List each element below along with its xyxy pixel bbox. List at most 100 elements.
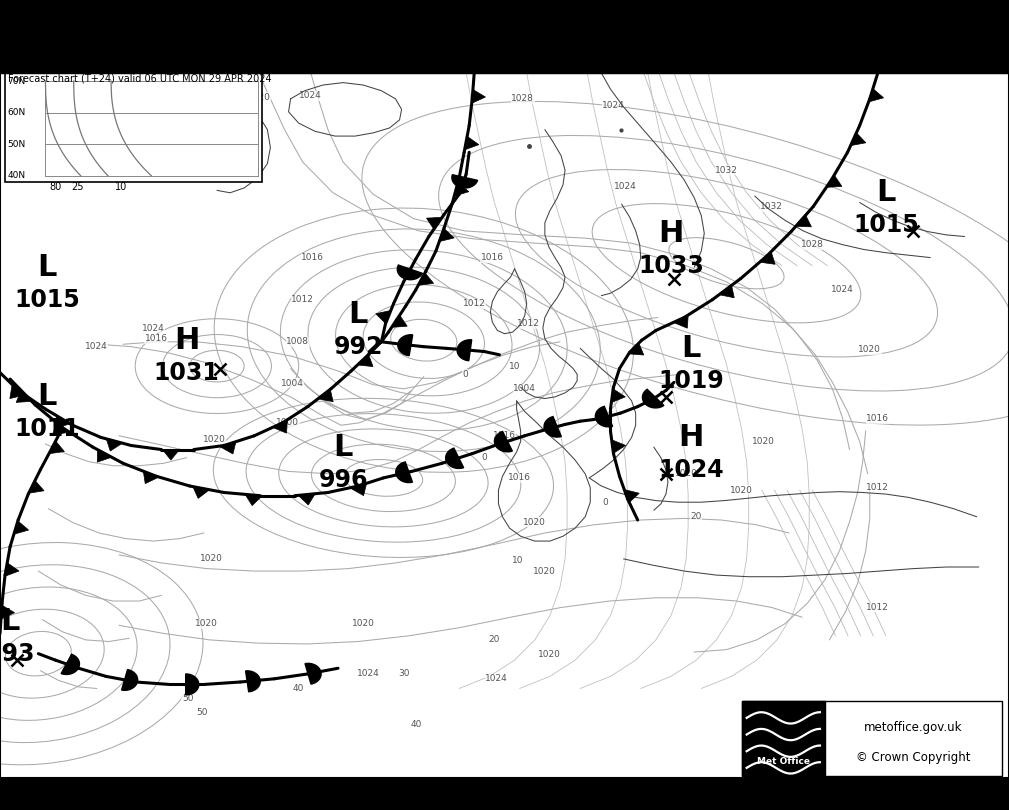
Text: 1004: 1004 [282, 378, 304, 388]
Text: 1016: 1016 [493, 431, 516, 441]
Polygon shape [719, 285, 735, 298]
Text: H: H [678, 423, 704, 452]
Text: 1020: 1020 [534, 566, 556, 576]
Text: 0: 0 [462, 369, 468, 379]
Text: 1020: 1020 [248, 92, 270, 102]
Polygon shape [625, 489, 640, 503]
Polygon shape [272, 420, 288, 433]
Text: 1012: 1012 [292, 295, 314, 305]
Text: 1020: 1020 [524, 518, 546, 527]
Polygon shape [162, 450, 180, 460]
Text: 1020: 1020 [203, 434, 225, 444]
Polygon shape [391, 315, 408, 327]
Text: 10: 10 [512, 556, 524, 565]
Text: 1024: 1024 [614, 181, 637, 191]
Text: Geostrophic wind scale: Geostrophic wind scale [52, 45, 215, 58]
Polygon shape [375, 310, 390, 323]
Bar [0, 73, 1009, 778]
Text: H: H [658, 219, 684, 248]
Polygon shape [611, 440, 626, 454]
Polygon shape [14, 521, 28, 535]
Text: 1000: 1000 [276, 418, 299, 428]
Text: 1032: 1032 [761, 202, 783, 211]
Polygon shape [245, 494, 262, 505]
Text: 992: 992 [334, 335, 382, 359]
Text: H: H [174, 326, 200, 355]
Bar [742, 701, 1002, 776]
Polygon shape [611, 389, 626, 403]
Polygon shape [439, 228, 454, 241]
Text: 40: 40 [45, 65, 58, 75]
Text: 1024: 1024 [831, 285, 854, 295]
Text: 40: 40 [293, 684, 305, 693]
Polygon shape [452, 175, 477, 188]
Bar [0, 0, 1009, 73]
Polygon shape [351, 484, 366, 496]
Text: 1020: 1020 [352, 619, 374, 629]
Text: 20: 20 [690, 512, 702, 522]
Text: 1020: 1020 [538, 650, 560, 659]
Text: 80: 80 [49, 182, 62, 192]
Polygon shape [398, 335, 413, 356]
Polygon shape [869, 88, 884, 102]
Text: 50: 50 [182, 693, 194, 703]
Text: 1020: 1020 [731, 485, 753, 495]
Text: 1020: 1020 [675, 469, 697, 479]
Text: 1012: 1012 [518, 319, 540, 329]
Text: 30: 30 [398, 669, 410, 679]
Text: 40N: 40N [7, 171, 25, 181]
Text: 1004: 1004 [514, 384, 536, 394]
Polygon shape [28, 480, 44, 493]
Polygon shape [396, 462, 413, 483]
Polygon shape [494, 432, 513, 452]
Polygon shape [143, 471, 158, 484]
Polygon shape [464, 136, 479, 150]
Text: 25: 25 [72, 182, 84, 192]
Text: 0: 0 [481, 453, 487, 463]
Polygon shape [595, 407, 612, 427]
Polygon shape [318, 390, 333, 402]
Text: 1028: 1028 [801, 240, 823, 249]
Bar [0, 73, 1009, 778]
Polygon shape [357, 355, 373, 367]
Text: 1015: 1015 [853, 213, 919, 237]
Text: 1011: 1011 [14, 417, 81, 441]
Text: 1016: 1016 [509, 473, 531, 483]
Polygon shape [851, 133, 866, 146]
Text: 1024: 1024 [485, 674, 508, 684]
Bar [5, 73, 262, 182]
Polygon shape [49, 441, 65, 454]
Text: 15: 15 [74, 65, 86, 75]
Text: 1012: 1012 [463, 299, 485, 309]
Text: 1019: 1019 [658, 369, 724, 393]
Polygon shape [55, 416, 71, 428]
Text: 996: 996 [318, 467, 368, 492]
Text: 1020: 1020 [196, 619, 218, 629]
Text: 1008: 1008 [287, 337, 309, 347]
Text: L: L [348, 300, 368, 329]
Text: L: L [37, 382, 58, 411]
Polygon shape [220, 441, 236, 454]
Text: 50N: 50N [7, 139, 25, 149]
Text: 1033: 1033 [638, 254, 704, 278]
Polygon shape [826, 175, 842, 187]
Polygon shape [454, 183, 469, 196]
Text: 10: 10 [509, 361, 521, 371]
Text: 1016: 1016 [145, 334, 167, 343]
Text: 1024: 1024 [602, 100, 625, 110]
Polygon shape [193, 487, 210, 498]
Polygon shape [544, 416, 561, 437]
Polygon shape [457, 339, 471, 360]
Polygon shape [418, 273, 434, 285]
Polygon shape [643, 390, 664, 408]
Text: Met Office: Met Office [757, 757, 810, 766]
Text: 993: 993 [0, 642, 35, 666]
Polygon shape [1, 605, 14, 619]
Text: 1024: 1024 [357, 669, 379, 679]
Text: 0: 0 [602, 497, 608, 507]
Text: 1016: 1016 [302, 253, 324, 262]
Text: 1015: 1015 [14, 288, 81, 312]
Text: 60N: 60N [7, 108, 25, 117]
Text: 1024: 1024 [300, 91, 322, 100]
Text: 1028: 1028 [512, 94, 534, 104]
